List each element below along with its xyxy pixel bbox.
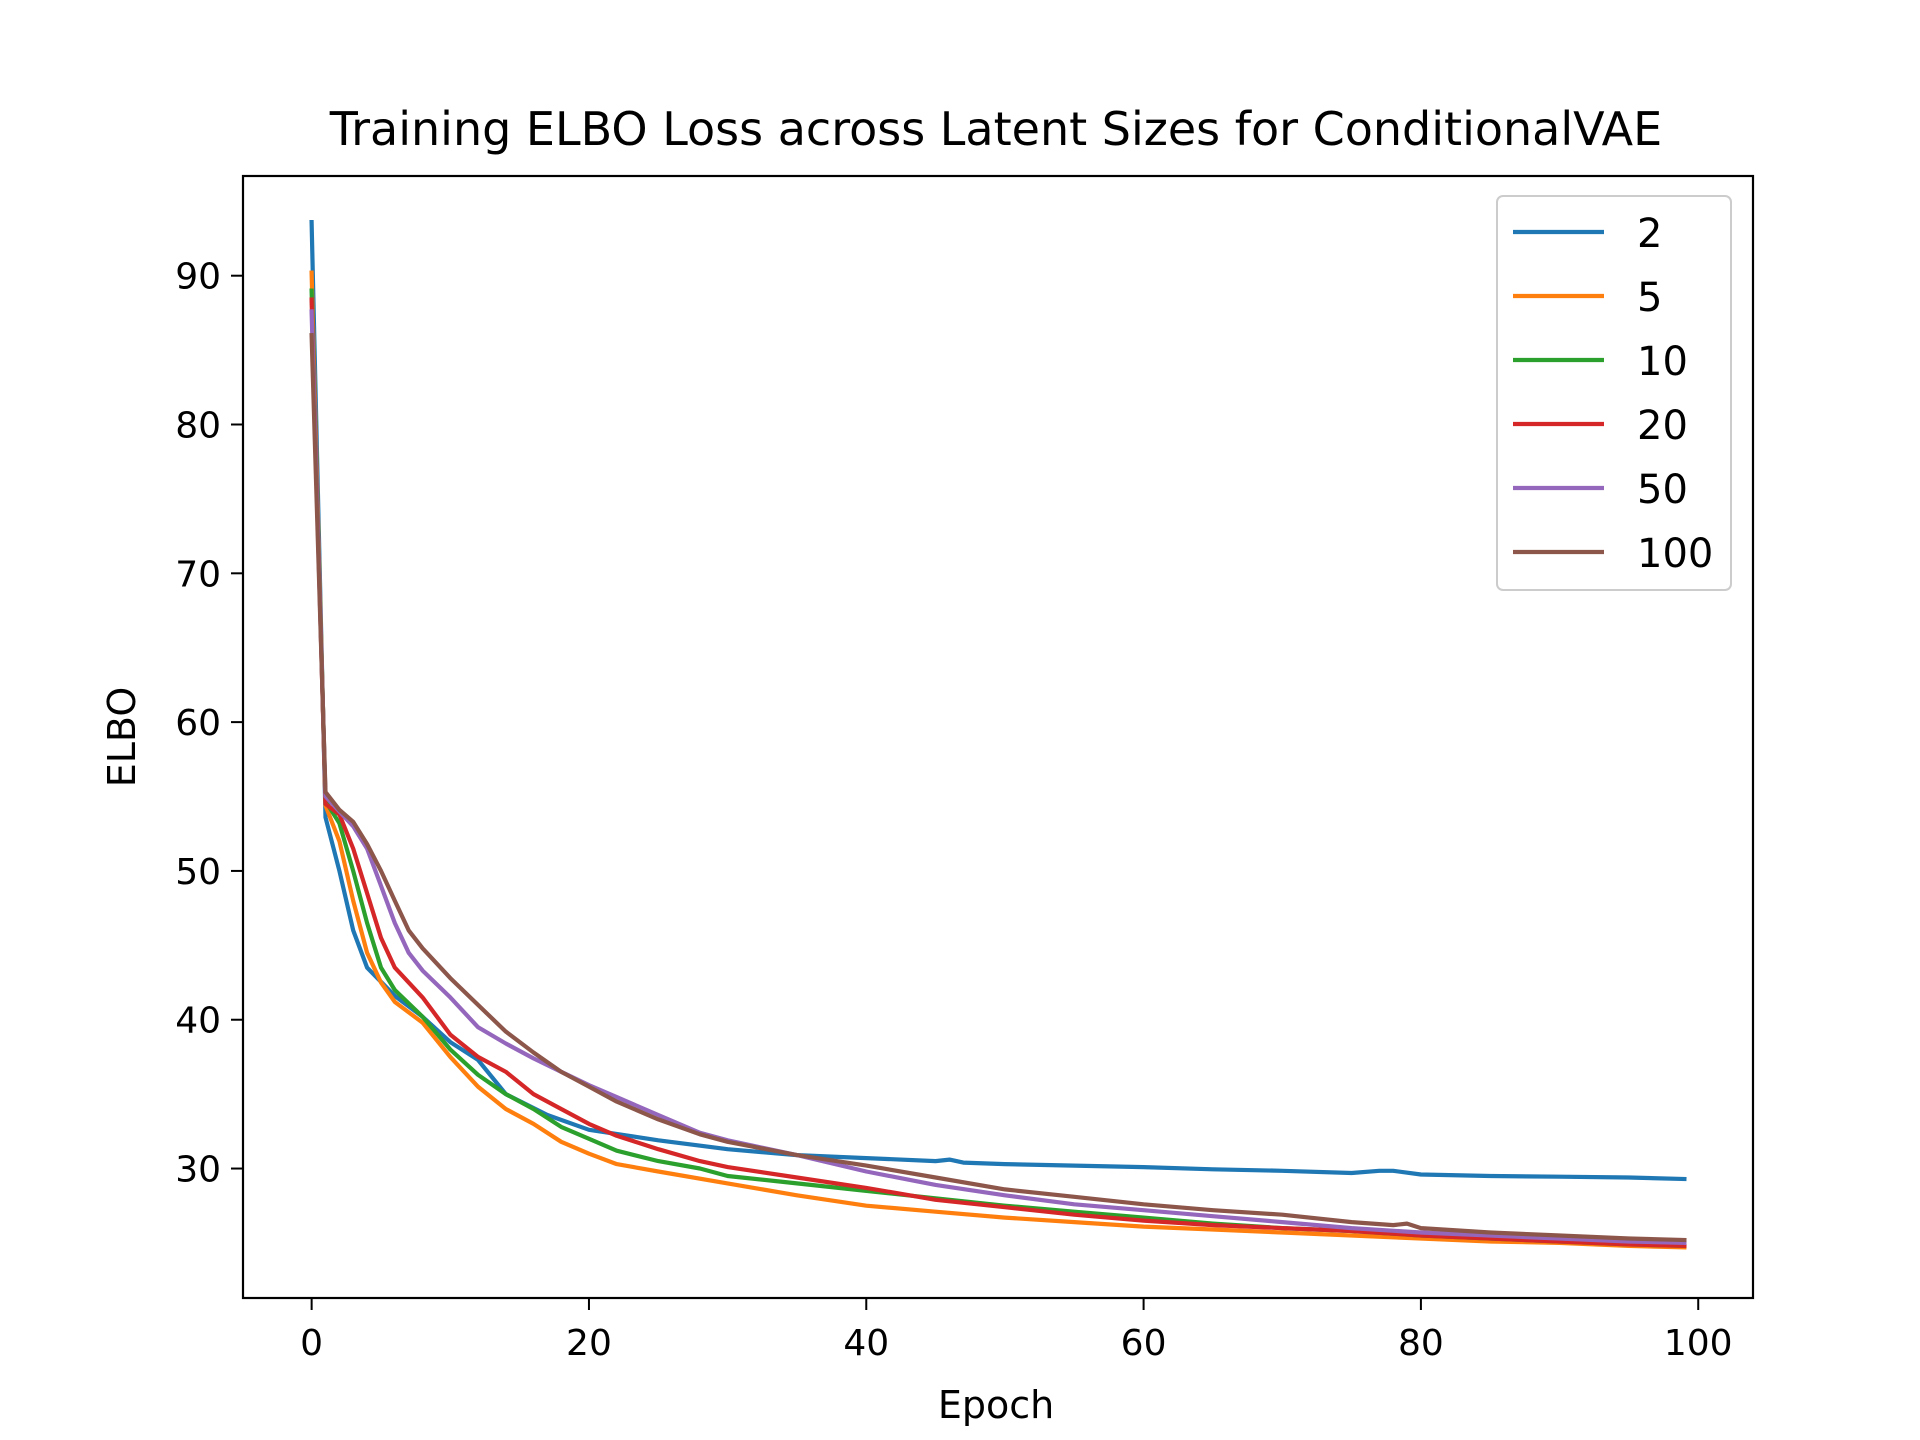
legend-label-20: 20 xyxy=(1637,403,1688,449)
y-tick-label: 80 xyxy=(175,406,221,447)
y-axis-ticks: 30 40 50 60 70 80 90 xyxy=(175,257,243,1191)
x-axis-label: Epoch xyxy=(938,1383,1054,1427)
series-line-2 xyxy=(309,219,1687,1182)
y-tick-label: 50 xyxy=(175,852,221,893)
series-line-100 xyxy=(309,333,1687,1243)
legend-label-100: 100 xyxy=(1637,531,1713,577)
y-tick-label: 30 xyxy=(175,1150,221,1191)
y-tick-label: 60 xyxy=(175,703,221,744)
y-tick-label: 40 xyxy=(175,1001,221,1042)
x-tick-label: 20 xyxy=(566,1323,612,1364)
series-lines xyxy=(309,219,1687,1250)
legend-label-2: 2 xyxy=(1637,211,1662,257)
x-tick-label: 60 xyxy=(1121,1323,1167,1364)
chart-title: Training ELBO Loss across Latent Sizes f… xyxy=(329,102,1662,156)
legend-label-50: 50 xyxy=(1637,467,1688,513)
y-axis-label: ELBO xyxy=(100,687,144,788)
legend: 2 5 10 20 50 100 xyxy=(1496,195,1732,591)
series-line-20 xyxy=(309,297,1687,1249)
y-tick-label: 90 xyxy=(175,257,221,298)
x-tick-label: 40 xyxy=(843,1323,889,1364)
x-tick-label: 80 xyxy=(1398,1323,1444,1364)
y-tick-label: 70 xyxy=(175,554,221,595)
legend-label-5: 5 xyxy=(1637,275,1662,321)
x-tick-label: 100 xyxy=(1664,1323,1733,1364)
series-line-5 xyxy=(309,270,1687,1250)
x-axis-ticks: 0 20 40 60 80 100 xyxy=(300,1298,1733,1364)
legend-label-10: 10 xyxy=(1637,339,1688,385)
plot-frame xyxy=(241,174,1755,1300)
series-line-50 xyxy=(309,309,1687,1246)
x-tick-label: 0 xyxy=(300,1323,323,1364)
